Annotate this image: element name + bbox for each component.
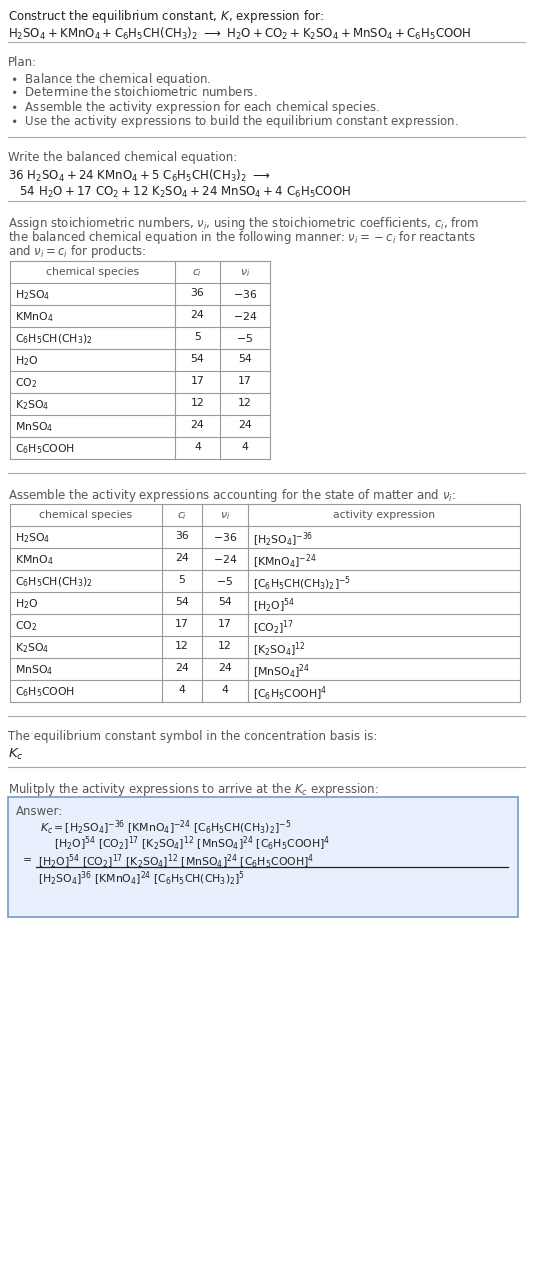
Text: 4: 4 xyxy=(179,685,185,695)
Text: $-36$: $-36$ xyxy=(233,288,257,300)
Text: $[\mathrm{K_2SO_4}]^{12}$: $[\mathrm{K_2SO_4}]^{12}$ xyxy=(253,642,305,659)
Text: 54: 54 xyxy=(218,597,232,607)
Text: Plan:: Plan: xyxy=(8,56,37,69)
Text: $[\mathrm{MnSO_4}]^{24}$: $[\mathrm{MnSO_4}]^{24}$ xyxy=(253,663,310,681)
Text: $[\mathrm{KMnO_4}]^{-24}$: $[\mathrm{KMnO_4}]^{-24}$ xyxy=(253,552,317,572)
Text: 36: 36 xyxy=(191,288,204,298)
Text: 17: 17 xyxy=(218,619,232,629)
Text: 4: 4 xyxy=(222,685,229,695)
Text: and $\nu_i = c_i$ for products:: and $\nu_i = c_i$ for products: xyxy=(8,243,147,260)
Text: 24: 24 xyxy=(175,552,189,563)
Text: $\bullet\ $ Use the activity expressions to build the equilibrium constant expre: $\bullet\ $ Use the activity expressions… xyxy=(10,113,459,130)
Text: chemical species: chemical species xyxy=(39,510,133,519)
Text: $c_i$: $c_i$ xyxy=(192,267,203,279)
Text: activity expression: activity expression xyxy=(333,510,435,519)
Text: $-5$: $-5$ xyxy=(216,575,233,587)
Text: 24: 24 xyxy=(218,663,232,673)
Text: Assign stoichiometric numbers, $\nu_i$, using the stoichiometric coefficients, $: Assign stoichiometric numbers, $\nu_i$, … xyxy=(8,215,479,232)
Text: $[\mathrm{H_2SO_4}]^{-36}$: $[\mathrm{H_2SO_4}]^{-36}$ xyxy=(253,531,313,550)
Text: 4: 4 xyxy=(241,442,248,452)
Text: 4: 4 xyxy=(194,442,201,452)
Text: $[\mathrm{H_2O}]^{54}$: $[\mathrm{H_2O}]^{54}$ xyxy=(253,597,295,615)
Text: $-24$: $-24$ xyxy=(233,311,257,322)
Text: 24: 24 xyxy=(238,420,252,430)
Text: $36\ \mathrm{H_2SO_4 + 24\ KMnO_4 + 5\ C_6H_5CH(CH_3)_2}\ \longrightarrow$: $36\ \mathrm{H_2SO_4 + 24\ KMnO_4 + 5\ C… xyxy=(8,168,270,185)
Text: $[\mathrm{H_2SO_4}]^{36}\ [\mathrm{KMnO_4}]^{24}\ [\mathrm{C_6H_5CH(CH_3)_2}]^{5: $[\mathrm{H_2SO_4}]^{36}\ [\mathrm{KMnO_… xyxy=(38,869,245,889)
Text: $=$: $=$ xyxy=(20,853,32,863)
Text: $\nu_i$: $\nu_i$ xyxy=(240,267,250,279)
Text: $\nu_i$: $\nu_i$ xyxy=(220,510,230,522)
Text: $\mathrm{C_6H_5COOH}$: $\mathrm{C_6H_5COOH}$ xyxy=(15,685,75,699)
Text: $\quad 54\ \mathrm{H_2O + 17\ CO_2 + 12\ K_2SO_4 + 24\ MnSO_4 + 4\ C_6H_5COOH}$: $\quad 54\ \mathrm{H_2O + 17\ CO_2 + 12\… xyxy=(8,185,351,200)
Text: Mulitply the activity expressions to arrive at the $K_c$ expression:: Mulitply the activity expressions to arr… xyxy=(8,782,379,798)
Bar xyxy=(8,797,518,917)
Text: $-36$: $-36$ xyxy=(213,531,237,544)
Text: $\mathrm{MnSO_4}$: $\mathrm{MnSO_4}$ xyxy=(15,663,53,677)
Text: $\bullet\ $ Balance the chemical equation.: $\bullet\ $ Balance the chemical equatio… xyxy=(10,71,212,88)
Text: $\mathrm{H_2SO_4}$: $\mathrm{H_2SO_4}$ xyxy=(15,288,51,302)
Text: 17: 17 xyxy=(191,376,204,386)
Text: $\mathrm{CO_2}$: $\mathrm{CO_2}$ xyxy=(15,376,37,390)
Text: $-5$: $-5$ xyxy=(237,332,254,344)
Text: $\mathrm{K_2SO_4}$: $\mathrm{K_2SO_4}$ xyxy=(15,642,50,654)
Text: $\mathrm{H_2SO_4}$: $\mathrm{H_2SO_4}$ xyxy=(15,531,51,545)
Text: Construct the equilibrium constant, $K$, expression for:: Construct the equilibrium constant, $K$,… xyxy=(8,8,324,25)
Text: 12: 12 xyxy=(191,398,204,409)
Text: The equilibrium constant symbol in the concentration basis is:: The equilibrium constant symbol in the c… xyxy=(8,729,377,743)
Text: $\bullet\ $ Determine the stoichiometric numbers.: $\bullet\ $ Determine the stoichiometric… xyxy=(10,85,257,99)
Text: $-24$: $-24$ xyxy=(213,552,237,565)
Text: $\mathrm{H_2O}$: $\mathrm{H_2O}$ xyxy=(15,597,38,611)
Text: 24: 24 xyxy=(191,311,204,320)
Text: 24: 24 xyxy=(191,420,204,430)
Text: $K_c = [\mathrm{H_2SO_4}]^{-36}\ [\mathrm{KMnO_4}]^{-24}\ [\mathrm{C_6H_5CH(CH_3: $K_c = [\mathrm{H_2SO_4}]^{-36}\ [\mathr… xyxy=(40,819,291,838)
Text: 12: 12 xyxy=(175,642,189,651)
Text: $[\mathrm{C_6H_5COOH}]^{4}$: $[\mathrm{C_6H_5COOH}]^{4}$ xyxy=(253,685,327,704)
Text: $\mathrm{C_6H_5COOH}$: $\mathrm{C_6H_5COOH}$ xyxy=(15,442,75,456)
Text: 17: 17 xyxy=(175,619,189,629)
Text: the balanced chemical equation in the following manner: $\nu_i = -c_i$ for react: the balanced chemical equation in the fo… xyxy=(8,229,476,246)
Text: $\mathrm{KMnO_4}$: $\mathrm{KMnO_4}$ xyxy=(15,311,53,323)
Text: 54: 54 xyxy=(175,597,189,607)
Text: $[\mathrm{C_6H_5CH(CH_3)_2}]^{-5}$: $[\mathrm{C_6H_5CH(CH_3)_2}]^{-5}$ xyxy=(253,575,351,593)
Text: $\mathrm{H_2O}$: $\mathrm{H_2O}$ xyxy=(15,354,38,368)
Text: $\mathrm{CO_2}$: $\mathrm{CO_2}$ xyxy=(15,619,37,633)
Bar xyxy=(10,261,270,460)
Text: $\mathrm{KMnO_4}$: $\mathrm{KMnO_4}$ xyxy=(15,552,53,566)
Text: $[\mathrm{H_2O}]^{54}\ [\mathrm{CO_2}]^{17}\ [\mathrm{K_2SO_4}]^{12}\ [\mathrm{M: $[\mathrm{H_2O}]^{54}\ [\mathrm{CO_2}]^{… xyxy=(38,853,314,872)
Text: $\mathrm{C_6H_5CH(CH_3)_2}$: $\mathrm{C_6H_5CH(CH_3)_2}$ xyxy=(15,575,93,588)
Text: Answer:: Answer: xyxy=(16,805,63,819)
Text: Write the balanced chemical equation:: Write the balanced chemical equation: xyxy=(8,151,237,164)
Text: $[\mathrm{CO_2}]^{17}$: $[\mathrm{CO_2}]^{17}$ xyxy=(253,619,294,638)
Text: $\mathrm{H_2SO_4 + KMnO_4 + C_6H_5CH(CH_3)_2}$$\ \longrightarrow\ $$\mathrm{H_2O: $\mathrm{H_2SO_4 + KMnO_4 + C_6H_5CH(CH_… xyxy=(8,25,472,42)
Text: $c_i$: $c_i$ xyxy=(177,510,187,522)
Text: 12: 12 xyxy=(238,398,252,409)
Text: 5: 5 xyxy=(194,332,201,342)
Text: 17: 17 xyxy=(238,376,252,386)
Bar xyxy=(10,504,520,701)
Text: 24: 24 xyxy=(175,663,189,673)
Text: $\mathrm{K_2SO_4}$: $\mathrm{K_2SO_4}$ xyxy=(15,398,50,411)
Text: 12: 12 xyxy=(218,642,232,651)
Text: 54: 54 xyxy=(238,354,252,364)
Text: chemical species: chemical species xyxy=(46,267,139,278)
Text: $K_c$: $K_c$ xyxy=(8,747,23,763)
Text: $[\mathrm{H_2O}]^{54}\ [\mathrm{CO_2}]^{17}\ [\mathrm{K_2SO_4}]^{12}\ [\mathrm{M: $[\mathrm{H_2O}]^{54}\ [\mathrm{CO_2}]^{… xyxy=(54,835,330,853)
Text: 5: 5 xyxy=(179,575,185,586)
Text: 54: 54 xyxy=(191,354,204,364)
Text: Assemble the activity expressions accounting for the state of matter and $\nu_i$: Assemble the activity expressions accoun… xyxy=(8,488,456,504)
Text: 36: 36 xyxy=(175,531,189,541)
Text: $\mathrm{MnSO_4}$: $\mathrm{MnSO_4}$ xyxy=(15,420,53,434)
Text: $\mathrm{C_6H_5CH(CH_3)_2}$: $\mathrm{C_6H_5CH(CH_3)_2}$ xyxy=(15,332,93,345)
Text: $\bullet\ $ Assemble the activity expression for each chemical species.: $\bullet\ $ Assemble the activity expres… xyxy=(10,99,380,116)
